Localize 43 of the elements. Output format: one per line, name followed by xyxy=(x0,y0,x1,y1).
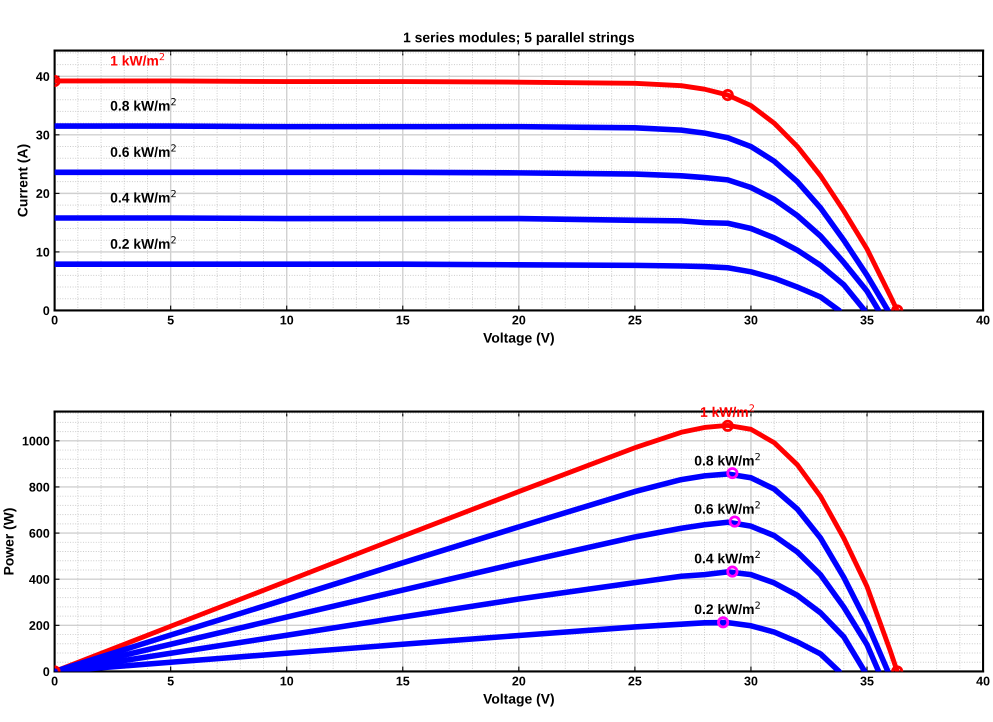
series-label: 0.2 kW/m$^{2}$ xyxy=(110,236,176,249)
x-tick-label: 10 xyxy=(280,676,294,686)
x-tick-label: 10 xyxy=(280,316,294,325)
y-tick-label: 600 xyxy=(29,528,50,538)
series-label: 0.4 kW/m$^{2}$ xyxy=(110,190,176,203)
y-tick-label: 30 xyxy=(36,130,50,140)
series-label: 1 kW/m$^{2}$ xyxy=(111,52,164,66)
x-tick-label: 15 xyxy=(396,316,410,325)
y-tick-label: 400 xyxy=(29,575,50,584)
y-axis-title: Power (W) xyxy=(3,508,16,575)
x-tick-label: 15 xyxy=(396,676,410,686)
x-tick-label: 5 xyxy=(168,676,174,686)
y-tick-label: 0 xyxy=(43,667,50,676)
x-tick-label: 30 xyxy=(744,316,758,325)
y-tick-label: 800 xyxy=(29,482,50,492)
y-tick-label: 40 xyxy=(36,72,50,81)
y-tick-label: 0 xyxy=(43,306,50,316)
series-label: 0.6 kW/m$^{2}$ xyxy=(110,144,176,158)
series-label: 0.2 kW/m$^{2}$ xyxy=(694,601,760,614)
y-tick-label: 20 xyxy=(36,189,50,198)
x-tick-label: 25 xyxy=(628,676,642,686)
series-label: 0.6 kW/m$^{2}$ xyxy=(694,501,760,514)
series-label: 0.8 kW/m$^{2}$ xyxy=(110,98,176,111)
x-tick-label: 25 xyxy=(628,316,642,325)
x-axis-title: Voltage (V) xyxy=(483,694,554,707)
series-label: 0.8 kW/m$^{2}$ xyxy=(694,452,760,466)
y-axis-title: Current (A) xyxy=(17,144,30,217)
x-tick-label: 40 xyxy=(976,316,990,325)
x-tick-label: 0 xyxy=(52,316,58,325)
y-tick-label: 200 xyxy=(29,621,50,630)
x-tick-label: 5 xyxy=(168,316,174,325)
x-tick-label: 30 xyxy=(744,676,758,686)
x-tick-label: 0 xyxy=(52,676,58,686)
series-label: 0.4 kW/m$^{2}$ xyxy=(694,550,760,564)
x-tick-label: 35 xyxy=(860,316,874,325)
x-axis-title: Voltage (V) xyxy=(483,332,554,346)
x-tick-label: 35 xyxy=(860,676,874,686)
x-tick-label: 20 xyxy=(512,676,526,686)
y-tick-label: 10 xyxy=(36,248,50,257)
x-tick-label: 40 xyxy=(976,676,990,686)
chart-title: 1 series modules; 5 parallel strings xyxy=(404,32,634,46)
x-tick-label: 20 xyxy=(512,316,526,325)
y-tick-label: 1000 xyxy=(22,436,50,446)
